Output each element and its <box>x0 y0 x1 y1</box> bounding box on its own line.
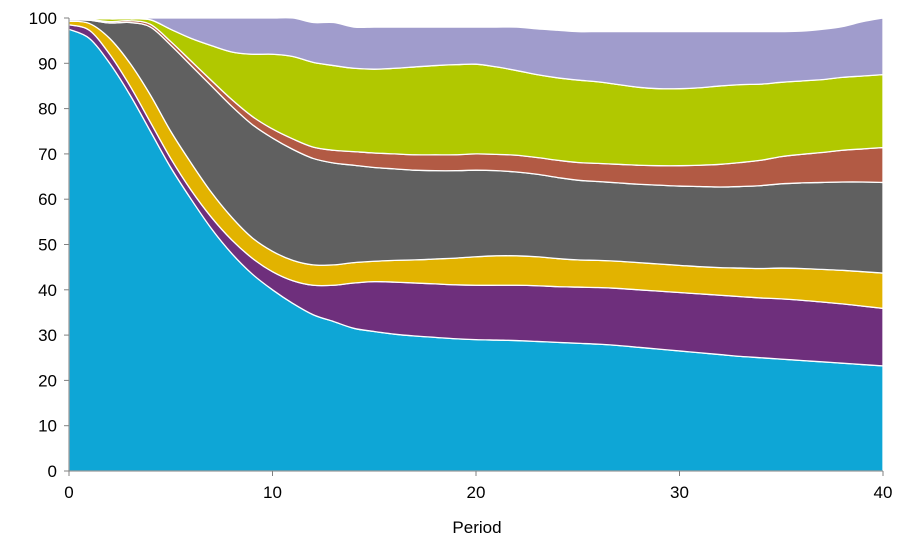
x-tick-label: 40 <box>874 483 893 502</box>
x-tick-label: 30 <box>670 483 689 502</box>
y-tick-label: 50 <box>38 236 57 255</box>
axes <box>64 17 884 476</box>
y-tick-label: 0 <box>48 462 57 481</box>
y-tick-label: 10 <box>38 417 57 436</box>
tick-labels: 0 10 20 30 40 50 60 70 80 90 100 0 10 20 30 40 <box>29 9 893 502</box>
y-tick-label: 100 <box>29 9 57 28</box>
y-tick-label: 20 <box>38 371 57 390</box>
plot-areas <box>68 17 884 472</box>
y-tick-label: 70 <box>38 145 57 164</box>
x-axis-title: Period <box>452 518 501 537</box>
x-tick-label: 10 <box>263 483 282 502</box>
area-series-7 <box>68 17 884 90</box>
y-tick-label: 80 <box>38 100 57 119</box>
y-tick-label: 90 <box>38 54 57 73</box>
x-tick-label: 0 <box>64 483 73 502</box>
y-tick-label: 60 <box>38 190 57 209</box>
x-tick-label: 20 <box>467 483 486 502</box>
y-tick-label: 40 <box>38 281 57 300</box>
y-tick-label: 30 <box>38 326 57 345</box>
